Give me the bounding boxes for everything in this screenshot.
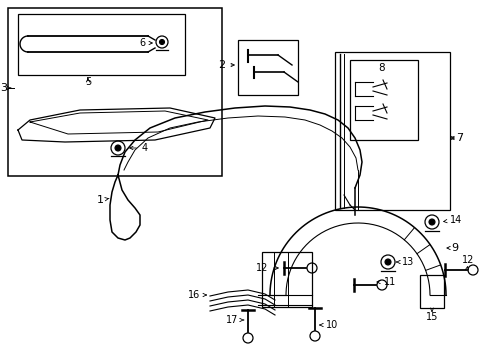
Bar	[18, 14, 184, 75]
Text: 17: 17	[225, 315, 243, 325]
Text: 7: 7	[450, 133, 463, 143]
Circle shape	[428, 219, 434, 225]
Bar	[8, 8, 222, 176]
Text: 3: 3	[0, 83, 7, 93]
Text: 14: 14	[443, 215, 461, 225]
Text: 12: 12	[461, 255, 473, 265]
Text: 11: 11	[376, 277, 395, 287]
Text: 8: 8	[378, 63, 385, 73]
Bar	[349, 60, 417, 140]
Text: 10: 10	[319, 320, 337, 330]
Text: 6: 6	[139, 38, 152, 48]
Bar	[262, 252, 311, 307]
Circle shape	[115, 145, 121, 151]
Bar	[238, 40, 297, 95]
Text: 9: 9	[446, 243, 458, 253]
Text: 5: 5	[85, 77, 91, 87]
Bar	[334, 52, 449, 210]
Text: 12: 12	[255, 263, 278, 273]
Text: 2: 2	[218, 60, 234, 70]
Text: 13: 13	[395, 257, 413, 267]
Text: 15: 15	[425, 312, 437, 322]
Text: 4: 4	[129, 143, 148, 153]
Bar	[419, 275, 443, 308]
Circle shape	[384, 259, 390, 265]
Circle shape	[159, 40, 164, 45]
Text: 16: 16	[187, 290, 206, 300]
Text: 1: 1	[96, 195, 109, 205]
